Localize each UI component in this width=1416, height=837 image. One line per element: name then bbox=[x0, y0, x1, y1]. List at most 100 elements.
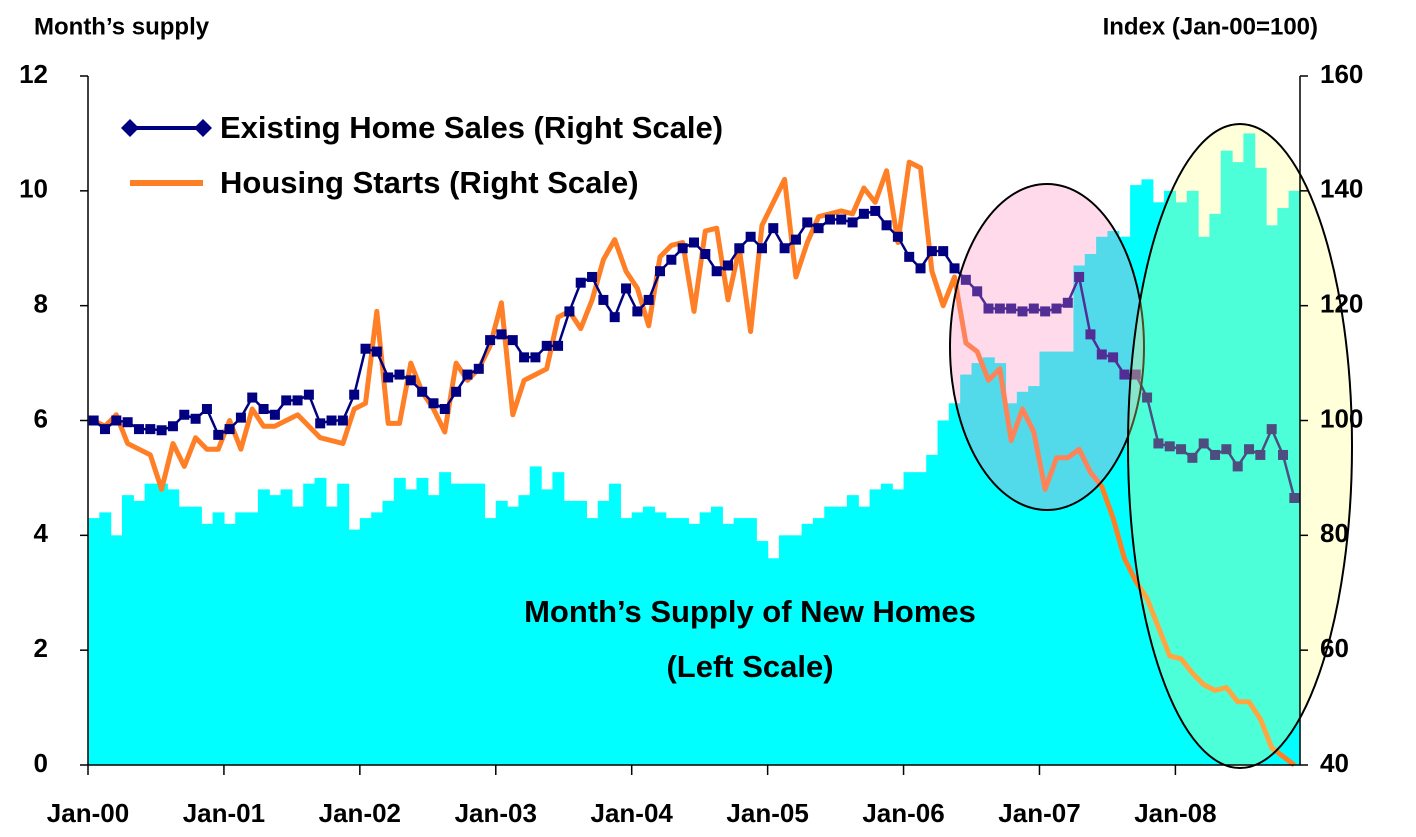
bar bbox=[846, 495, 859, 765]
point bbox=[836, 214, 847, 225]
point bbox=[224, 424, 235, 435]
y2-tick-label: 160 bbox=[1320, 59, 1363, 89]
bar bbox=[393, 477, 406, 765]
point bbox=[1051, 303, 1062, 314]
bar bbox=[223, 523, 236, 765]
point bbox=[1096, 349, 1107, 360]
y2-tick-label: 120 bbox=[1320, 289, 1363, 319]
bar bbox=[518, 495, 531, 765]
point bbox=[1176, 444, 1187, 455]
legend-marker bbox=[194, 119, 212, 137]
y2-tick-label: 100 bbox=[1320, 403, 1363, 433]
x-tick-label: Jan-05 bbox=[726, 798, 808, 828]
point bbox=[756, 243, 767, 254]
point bbox=[247, 392, 258, 403]
bar bbox=[1220, 150, 1233, 765]
bar bbox=[280, 489, 293, 765]
point bbox=[111, 415, 122, 426]
point bbox=[507, 335, 518, 346]
bar bbox=[575, 500, 587, 765]
bar bbox=[1005, 403, 1018, 765]
point bbox=[938, 246, 949, 257]
highlight-ellipse bbox=[1127, 123, 1353, 769]
bar bbox=[1050, 351, 1063, 765]
bar bbox=[552, 472, 565, 765]
bar bbox=[880, 483, 893, 765]
bar bbox=[1186, 190, 1199, 766]
point bbox=[473, 363, 484, 374]
point bbox=[994, 303, 1005, 314]
point bbox=[360, 343, 371, 354]
bar bbox=[337, 483, 350, 765]
point bbox=[1028, 303, 1039, 314]
bar bbox=[914, 472, 927, 765]
bar bbox=[767, 558, 780, 765]
point bbox=[179, 409, 190, 420]
bar bbox=[1118, 236, 1131, 765]
point bbox=[1006, 303, 1017, 314]
point bbox=[745, 231, 756, 242]
point bbox=[666, 254, 677, 265]
point bbox=[609, 312, 620, 323]
highlight-ellipse bbox=[949, 183, 1145, 511]
point bbox=[1255, 449, 1266, 460]
y-tick-label: 10 bbox=[19, 174, 48, 204]
point bbox=[292, 395, 303, 406]
legend-label: Housing Starts (Right Scale) bbox=[220, 165, 639, 200]
point bbox=[621, 283, 632, 294]
point bbox=[496, 329, 507, 340]
point bbox=[1232, 461, 1243, 472]
point bbox=[655, 266, 666, 277]
bar bbox=[597, 500, 610, 765]
bar bbox=[586, 518, 599, 765]
bar bbox=[473, 483, 486, 765]
point bbox=[133, 424, 144, 435]
point bbox=[417, 386, 428, 397]
bar bbox=[314, 477, 327, 765]
y2-tick-label: 80 bbox=[1320, 518, 1349, 548]
line bbox=[92, 159, 1296, 767]
bar bbox=[541, 489, 554, 765]
point bbox=[858, 208, 869, 219]
point bbox=[1153, 438, 1164, 449]
x-tick-label: Jan-02 bbox=[319, 798, 401, 828]
point bbox=[405, 375, 416, 386]
point bbox=[1210, 449, 1221, 460]
bar bbox=[710, 506, 723, 765]
point bbox=[983, 303, 994, 314]
y-axis-label: Month’s supply bbox=[34, 13, 210, 40]
bar bbox=[1175, 202, 1188, 766]
bar bbox=[982, 357, 995, 765]
bar bbox=[257, 489, 270, 765]
legend-label: Existing Home Sales (Right Scale) bbox=[220, 110, 723, 145]
bar bbox=[903, 472, 916, 765]
point bbox=[167, 421, 178, 432]
bar bbox=[405, 489, 418, 765]
bar bbox=[744, 518, 757, 765]
bar bbox=[722, 523, 735, 765]
point bbox=[1062, 297, 1073, 308]
bar bbox=[1141, 179, 1154, 766]
bar bbox=[1107, 231, 1120, 765]
point bbox=[802, 217, 813, 228]
point bbox=[213, 429, 224, 440]
bar bbox=[869, 489, 882, 765]
y-tick-label: 0 bbox=[34, 748, 48, 778]
point bbox=[1221, 444, 1232, 455]
bar bbox=[937, 420, 950, 765]
bar bbox=[620, 518, 633, 765]
bar bbox=[121, 495, 134, 765]
point bbox=[598, 294, 609, 305]
annotation: Month’s Supply of New Homes bbox=[524, 594, 976, 629]
point bbox=[881, 220, 892, 231]
point bbox=[145, 424, 156, 435]
bar bbox=[291, 506, 304, 765]
point bbox=[587, 271, 598, 282]
bar bbox=[235, 512, 248, 765]
x-tick-label: Jan-04 bbox=[591, 798, 674, 828]
point bbox=[258, 404, 269, 415]
point bbox=[451, 386, 462, 397]
y2-tick-label: 140 bbox=[1320, 174, 1363, 204]
bar bbox=[677, 518, 689, 765]
point bbox=[315, 418, 326, 429]
